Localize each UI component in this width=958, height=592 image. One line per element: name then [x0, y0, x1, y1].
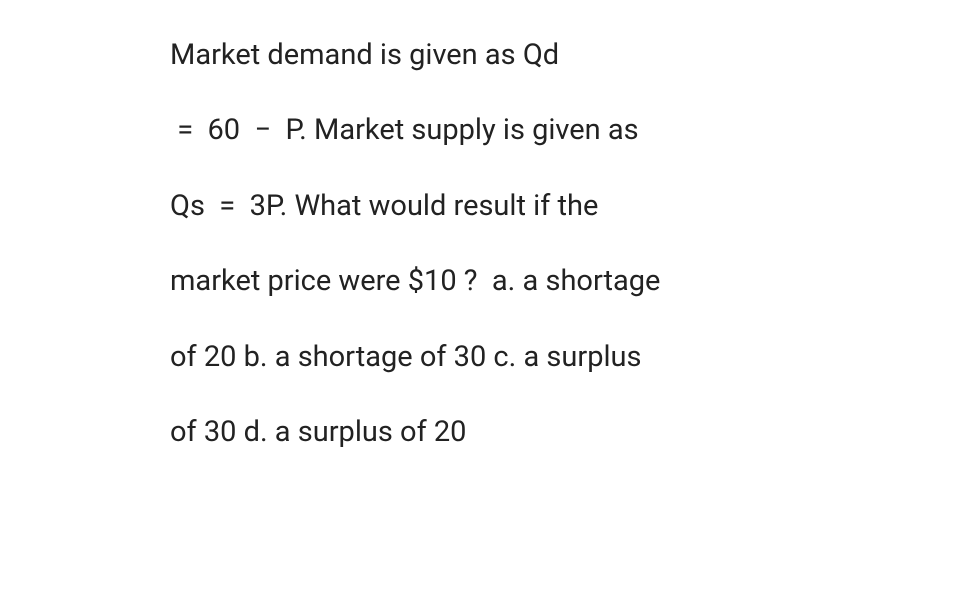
question-line-4: market price were $10 ? a. a shortage	[170, 264, 660, 298]
question-line-1: Market demand is given as Qd	[170, 38, 559, 72]
question-line-2: = 60 − P. Market supply is given as	[170, 113, 639, 147]
question-text: Market demand is given as Qd = 60 − P. M…	[170, 18, 870, 470]
question-line-3: Qs = 3P. What would result if the	[170, 189, 598, 223]
question-line-5: of 20 b. a shortage of 30 c. a surplus	[170, 340, 642, 374]
question-line-6: of 30 d. a surplus of 20	[170, 415, 466, 449]
